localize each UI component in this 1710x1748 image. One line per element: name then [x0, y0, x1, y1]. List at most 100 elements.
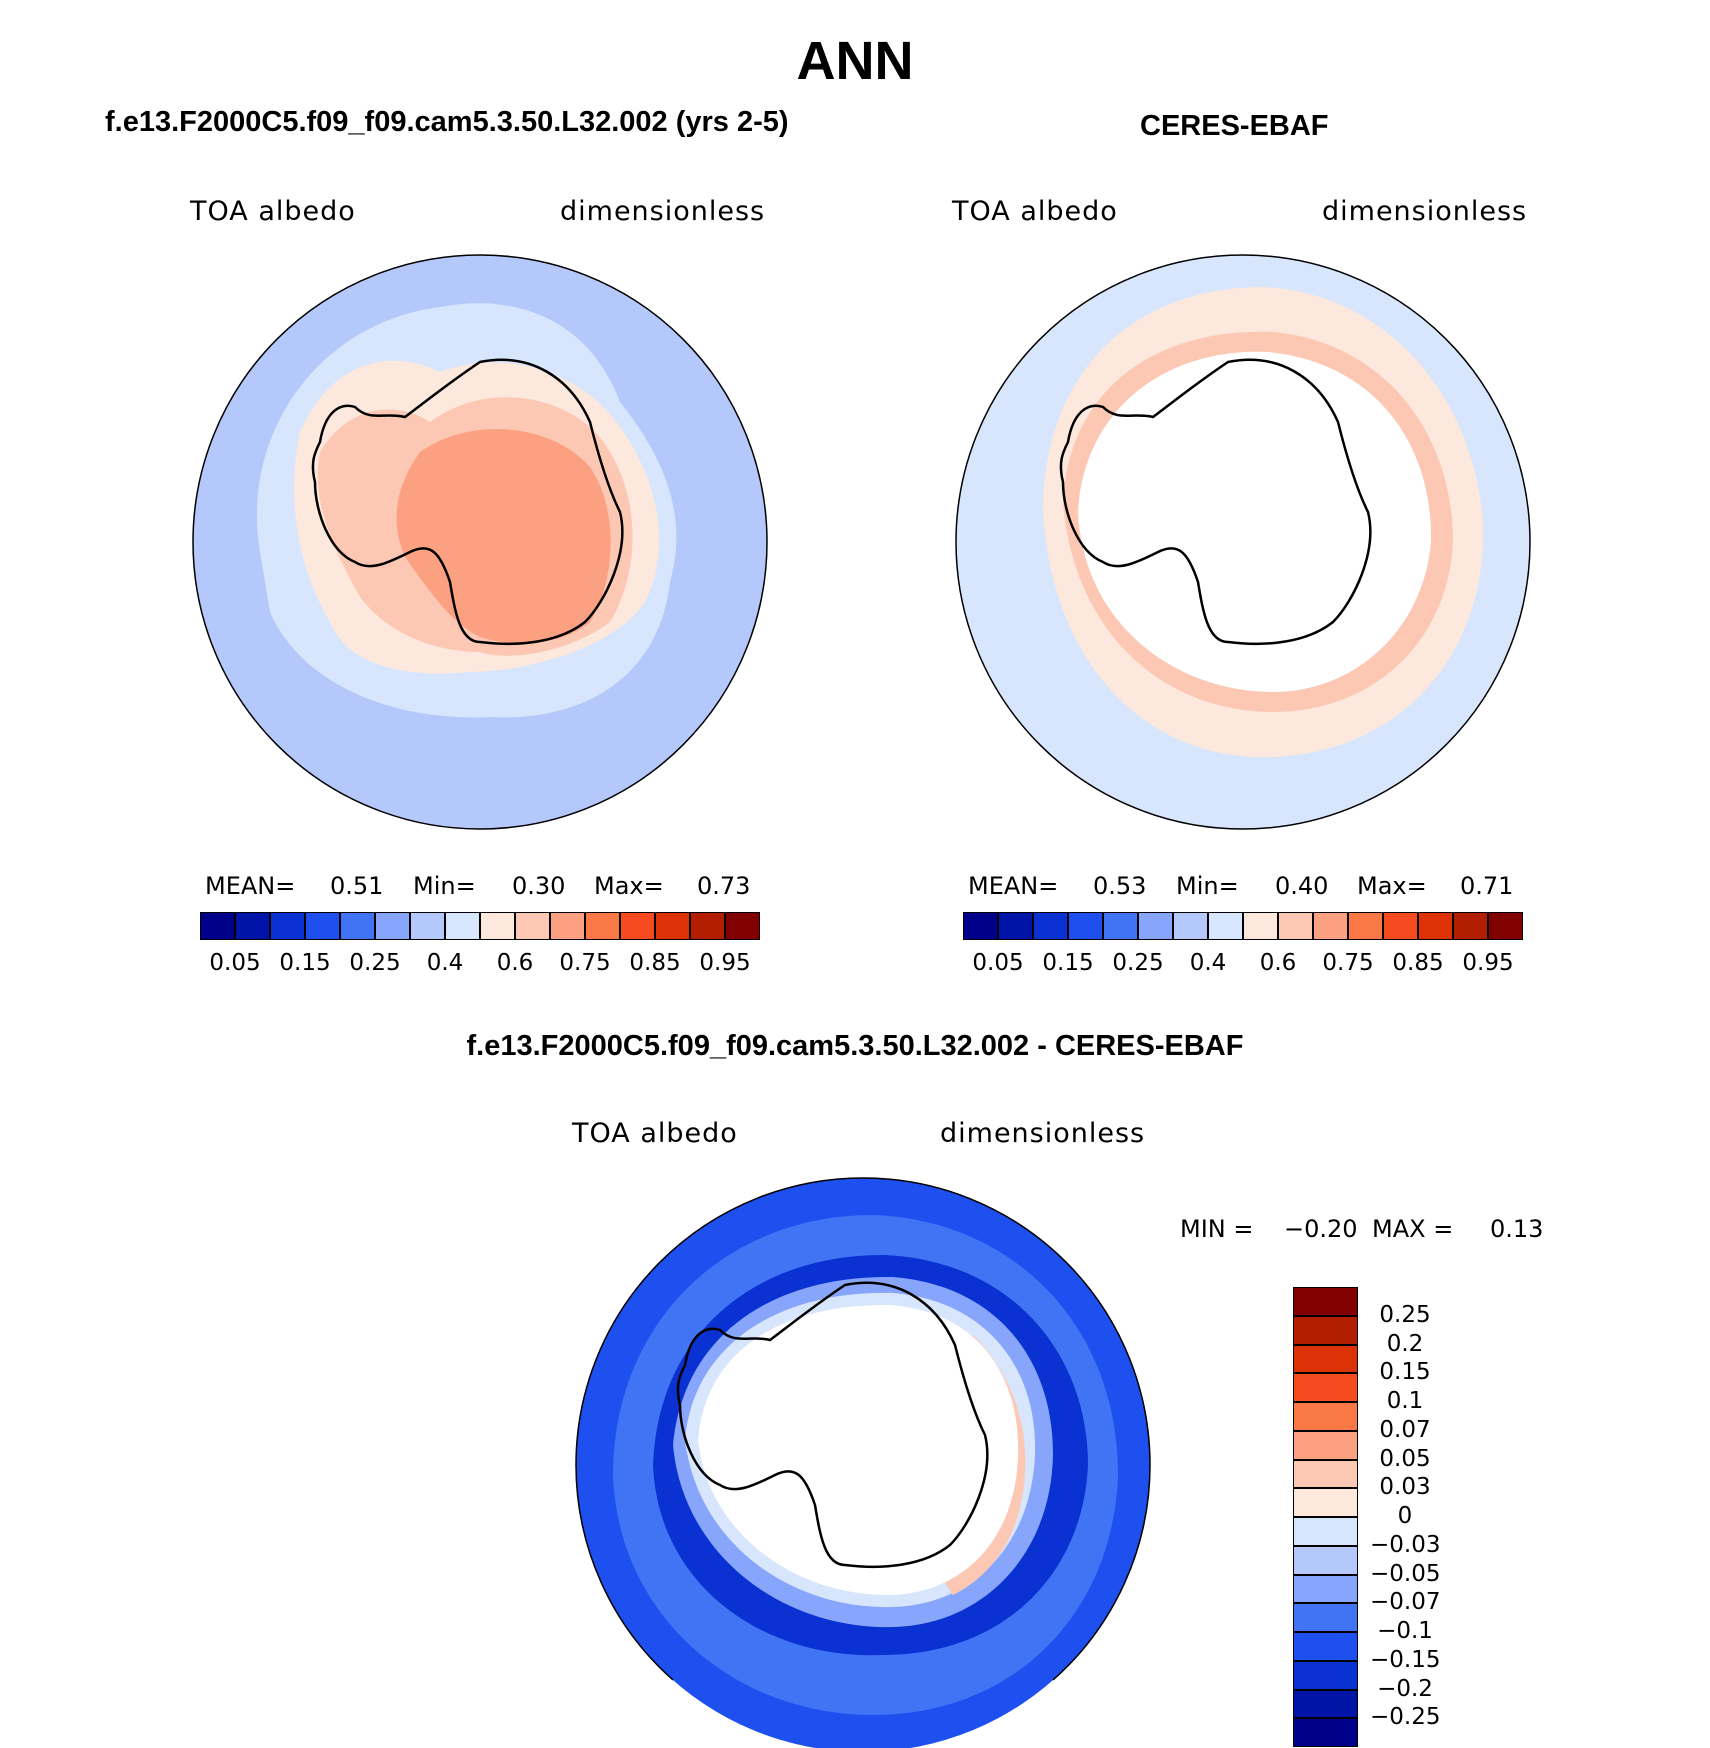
obs-panel-caption: CERES-EBAF [1140, 110, 1329, 142]
diff-colorbar-ticks: 0.25 0.2 0.15 0.1 0.07 0.05 0.03 0 −0.03 −0.05 −0.… [1370, 1287, 1490, 1747]
diff-colorbar-swatch [1293, 1574, 1358, 1604]
model-colorbar-swatch [340, 912, 375, 940]
diff-panel-caption: f.e13.F2000C5.f09_f09.cam5.3.50.L32.002 … [466, 1030, 1244, 1062]
diff-colorbar-tick-label: 0.07 [1379, 1416, 1431, 1443]
diff-colorbar-swatch [1293, 1632, 1358, 1661]
obs-map-boundary [955, 254, 1531, 830]
obs-colorbar-swatch [1383, 912, 1418, 940]
diff-colorbar-swatch [1293, 1459, 1358, 1489]
obs-polar-map [955, 254, 1531, 830]
diff-colorbar-tick-label: −0.07 [1370, 1589, 1441, 1616]
model-colorbar [200, 912, 760, 940]
figure-title: ANN [796, 31, 914, 91]
diff-colorbar-swatch [1293, 1660, 1358, 1690]
model-max-label: Max= [594, 872, 664, 900]
model-colorbar-swatch [725, 912, 760, 940]
obs-mean-value: 0.53 [1093, 872, 1147, 900]
obs-colorbar-swatch [1138, 912, 1173, 940]
model-colorbar-tick-label: 0.4 [426, 950, 464, 976]
model-colorbar-swatch [655, 912, 690, 940]
diff-colorbar-tick-label: 0.15 [1379, 1359, 1431, 1386]
obs-colorbar-tick-label: 0.15 [1042, 950, 1094, 976]
model-variable-label: TOA albedo [190, 196, 356, 227]
diff-colorbar-swatch [1293, 1488, 1358, 1517]
diff-colorbar-tick-label: −0.05 [1370, 1560, 1441, 1587]
model-colorbar-tick-label: 0.25 [349, 950, 401, 976]
model-colorbar-swatch [305, 912, 340, 940]
obs-colorbar-swatch [1488, 912, 1523, 940]
obs-mean-label: MEAN= [968, 872, 1059, 900]
obs-colorbar-swatch [1278, 912, 1313, 940]
model-colorbar-swatch [550, 912, 585, 940]
model-colorbar-swatch [375, 912, 410, 940]
model-colorbar-tick-label: 0.85 [629, 950, 681, 976]
diff-colorbar-tick-label: 0 [1397, 1503, 1413, 1529]
obs-colorbar-swatch [1103, 912, 1138, 940]
model-colorbar-ticks: 0.05 0.15 0.25 0.4 0.6 0.75 0.85 0.95 [200, 950, 760, 980]
model-colorbar-swatch [690, 912, 725, 940]
obs-colorbar-swatch [963, 912, 998, 940]
obs-colorbar-tick-label: 0.95 [1462, 950, 1514, 976]
obs-colorbar-swatch [1068, 912, 1103, 940]
diff-variable-label: TOA albedo [572, 1118, 738, 1149]
obs-colorbar-tick-label: 0.05 [972, 950, 1024, 976]
diff-colorbar [1293, 1287, 1358, 1747]
obs-colorbar-swatch [1173, 912, 1208, 940]
obs-colorbar-tick-label: 0.85 [1392, 950, 1444, 976]
diff-colorbar-tick-label: −0.03 [1370, 1531, 1441, 1558]
diff-colorbar-tick-label: 0.05 [1379, 1445, 1431, 1472]
model-min-value: 0.30 [512, 872, 566, 900]
model-map-boundary [192, 254, 768, 830]
diff-colorbar-tick-label: 0.03 [1379, 1474, 1431, 1501]
obs-colorbar-swatch [998, 912, 1033, 940]
obs-colorbar-tick-label: 0.6 [1259, 950, 1297, 976]
model-colorbar-swatch [585, 912, 620, 940]
diff-colorbar-swatch [1293, 1287, 1358, 1316]
diff-colorbar-swatch [1293, 1373, 1358, 1402]
diff-colorbar-tick-label: −0.2 [1377, 1675, 1433, 1702]
obs-colorbar-swatch [1033, 912, 1068, 940]
obs-colorbar-ticks: 0.05 0.15 0.25 0.4 0.6 0.75 0.85 0.95 [963, 950, 1523, 980]
obs-min-label: Min= [1176, 872, 1239, 900]
diff-min-value: −0.20 [1284, 1215, 1358, 1243]
diff-colorbar-swatch [1293, 1689, 1358, 1719]
diff-min-label: MIN = [1180, 1215, 1254, 1243]
obs-units-label: dimensionless [1322, 196, 1528, 227]
diff-colorbar-swatch [1293, 1603, 1358, 1632]
obs-colorbar-swatch [1208, 912, 1243, 940]
model-min-label: Min= [413, 872, 476, 900]
obs-colorbar-tick-label: 0.4 [1189, 950, 1227, 976]
model-mean-value: 0.51 [330, 872, 384, 900]
diff-colorbar-tick-label: 0.2 [1386, 1330, 1424, 1357]
obs-colorbar-swatch [1243, 912, 1278, 940]
obs-colorbar-swatch [1418, 912, 1453, 940]
model-colorbar-tick-label: 0.05 [209, 950, 261, 976]
obs-colorbar-swatch [1348, 912, 1383, 940]
diff-missing-data [698, 1304, 1019, 1596]
model-colorbar-tick-label: 0.15 [279, 950, 331, 976]
model-antarctica-coastline [311, 358, 624, 646]
diff-colorbar-swatch [1293, 1344, 1358, 1374]
model-colorbar-swatch [515, 912, 550, 940]
model-units-label: dimensionless [560, 196, 766, 227]
obs-variable-label: TOA albedo [952, 196, 1118, 227]
obs-colorbar [963, 912, 1523, 940]
obs-antarctica-coastline [1059, 358, 1372, 646]
obs-colorbar-tick-label: 0.75 [1322, 950, 1374, 976]
diff-colorbar-tick-label: −0.25 [1370, 1704, 1441, 1731]
model-colorbar-tick-label: 0.75 [559, 950, 611, 976]
diff-colorbar-tick-label: 0.1 [1386, 1388, 1424, 1414]
model-colorbar-swatch [445, 912, 480, 940]
diff-colorbar-swatch [1293, 1430, 1358, 1460]
diff-units-label: dimensionless [940, 1118, 1146, 1149]
diff-antarctica-coastline [676, 1281, 989, 1569]
diff-max-label: MAX = [1372, 1215, 1454, 1243]
obs-max-value: 0.71 [1460, 872, 1514, 900]
model-mean-label: MEAN= [205, 872, 296, 900]
diff-colorbar-swatch [1293, 1545, 1358, 1575]
model-colorbar-swatch [270, 912, 305, 940]
obs-min-value: 0.40 [1275, 872, 1329, 900]
obs-max-label: Max= [1357, 872, 1427, 900]
model-colorbar-swatch [200, 912, 235, 940]
model-max-value: 0.73 [697, 872, 751, 900]
